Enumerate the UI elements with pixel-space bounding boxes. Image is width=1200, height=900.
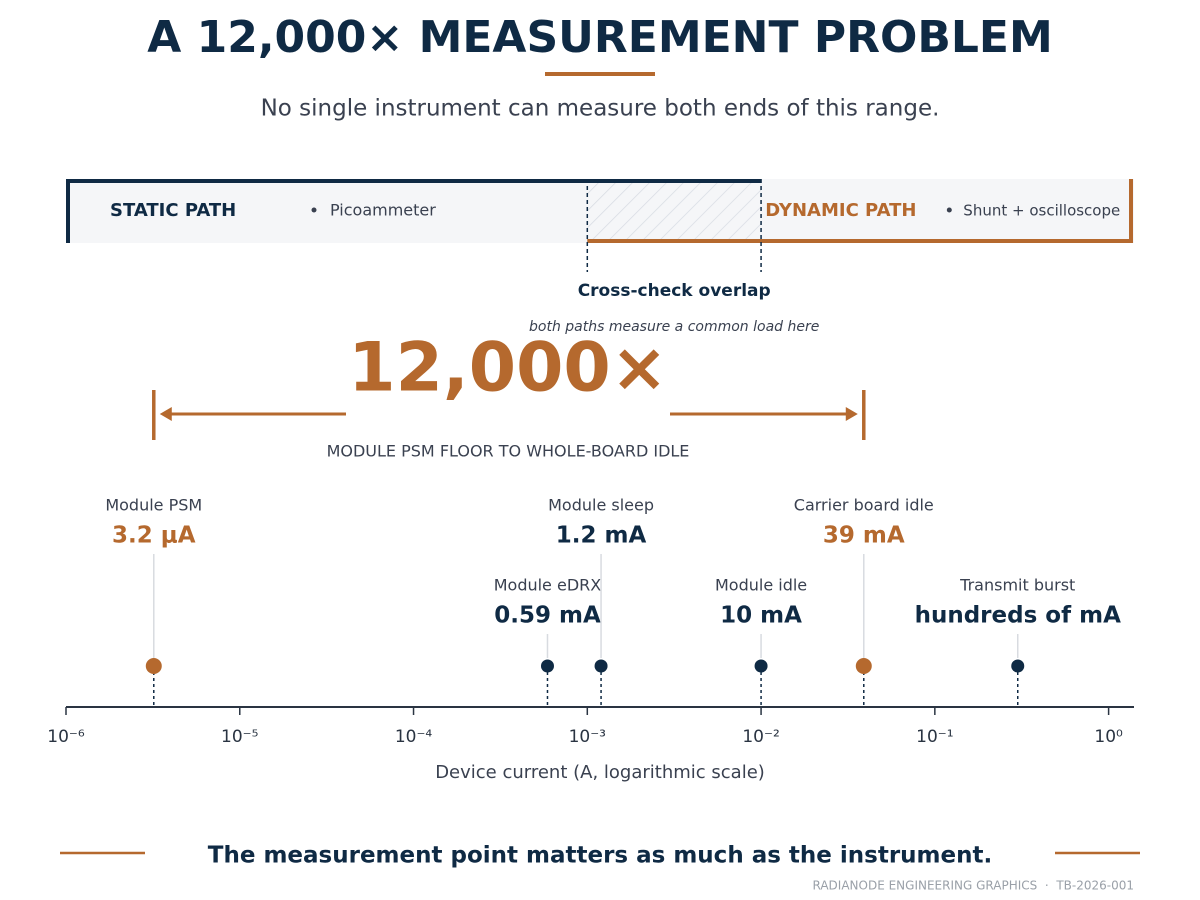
x-tick-label: 10⁰ bbox=[1094, 727, 1123, 747]
tagline: The measurement point matters as much as… bbox=[208, 843, 992, 869]
path-instrument: Picoammeter bbox=[330, 201, 436, 220]
point bbox=[145, 658, 162, 674]
x-tick-label: 10⁻⁴ bbox=[395, 727, 433, 747]
point-name: Transmit burst bbox=[959, 576, 1075, 595]
bullet bbox=[946, 207, 952, 213]
point-value: hundreds of mA bbox=[915, 603, 1121, 629]
range-label: 12,000× bbox=[348, 329, 667, 408]
point bbox=[754, 659, 768, 673]
arrow-head bbox=[159, 407, 172, 421]
point-value: 39 mA bbox=[823, 523, 905, 549]
x-tick-label: 10⁻¹ bbox=[916, 727, 953, 747]
overlap-hatch bbox=[587, 179, 762, 243]
point bbox=[540, 659, 554, 673]
x-tick-label: 10⁻⁶ bbox=[47, 727, 85, 747]
range-caption: MODULE PSM FLOOR TO WHOLE-BOARD IDLE bbox=[327, 442, 690, 461]
path-name: STATIC PATH bbox=[110, 200, 236, 221]
point-name: Carrier board idle bbox=[794, 496, 934, 515]
point-value: 10 mA bbox=[720, 603, 802, 629]
x-tick-label: 10⁻² bbox=[742, 727, 779, 747]
point bbox=[594, 659, 608, 673]
point-value: 3.2 μA bbox=[112, 523, 196, 549]
overlap-note: both paths measure a common load here bbox=[529, 319, 819, 335]
point bbox=[1011, 659, 1025, 673]
chart-title: A 12,000× MEASUREMENT PROBLEM bbox=[147, 12, 1053, 63]
point-value: 0.59 mA bbox=[494, 603, 601, 629]
point-name: Module sleep bbox=[548, 496, 654, 515]
point-value: 1.2 mA bbox=[556, 523, 647, 549]
point-name: Module eDRX bbox=[494, 576, 602, 595]
overlap-title: Cross-check overlap bbox=[578, 281, 771, 301]
x-axis-label: Device current (A, logarithmic scale) bbox=[435, 762, 765, 783]
arrow-head bbox=[845, 407, 858, 421]
x-tick-label: 10⁻³ bbox=[569, 727, 606, 747]
bullet bbox=[311, 207, 317, 213]
point bbox=[855, 658, 872, 674]
path-instrument: Shunt + oscilloscope bbox=[963, 202, 1120, 220]
credit: RADIANODE ENGINEERING GRAPHICS · TB-2026… bbox=[812, 879, 1134, 893]
subtitle: No single instrument can measure both en… bbox=[261, 96, 940, 122]
path-name: DYNAMIC PATH bbox=[765, 200, 916, 221]
static-path-bracket bbox=[66, 179, 762, 243]
x-tick-label: 10⁻⁵ bbox=[221, 727, 258, 747]
point-name: Module PSM bbox=[105, 496, 202, 515]
point-name: Module idle bbox=[715, 576, 807, 595]
dynamic-path-bracket bbox=[587, 179, 1133, 243]
